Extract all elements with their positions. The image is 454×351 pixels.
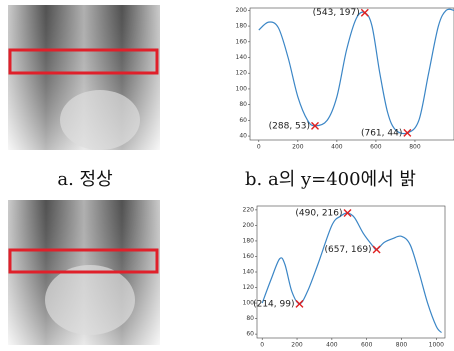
y-tick-label: 120: [243, 284, 255, 291]
annotation: (657, 169): [324, 245, 371, 255]
marker-cross: [404, 129, 411, 136]
xray-case: [8, 200, 160, 345]
annotation: (490, 216): [295, 208, 342, 218]
x-tick-label: 400: [331, 144, 343, 151]
x-tick-label: 0: [257, 144, 261, 151]
y-tick-label: 140: [243, 269, 255, 276]
line: [259, 9, 454, 133]
y-tick-label: 140: [236, 54, 248, 61]
page: {"captions": ["a. 정상", "b. a의 y=400에서 밝"…: [0, 0, 454, 351]
marker: [373, 246, 380, 253]
y-tick-label: 60: [239, 117, 247, 124]
marker: [404, 129, 411, 136]
x-tick-label: 800: [396, 342, 408, 349]
marker-cross: [296, 300, 303, 307]
y-tick-label: 120: [236, 70, 248, 77]
figure: a. 정상 b. a의 y=400에서 밝 40 60 80 100 120 140 160…: [0, 0, 454, 351]
annotation: (288, 53): [269, 121, 310, 131]
annotation: (761, 44): [361, 128, 402, 138]
y-tick-label: 200: [236, 7, 248, 14]
caption: a. 정상: [57, 169, 112, 190]
y-tick-label: 200: [243, 222, 255, 229]
x-tick-label: 800: [409, 144, 421, 151]
y-tick-label: 180: [243, 237, 255, 244]
x-tick-label: 600: [361, 342, 373, 349]
xray-normal: [8, 5, 160, 150]
y-tick-label: 60: [246, 331, 254, 338]
caption: b. a의 y=400에서 밝: [245, 169, 416, 190]
y-tick-label: 220: [243, 206, 255, 213]
x-tick-label: 400: [326, 342, 338, 349]
marker-cross: [373, 246, 380, 253]
plot-frame: [250, 8, 454, 140]
x-tick-label: 0: [260, 342, 264, 349]
y-tick-label: 160: [243, 253, 255, 260]
y-tick-label: 160: [236, 38, 248, 45]
x-tick-label: 1000: [429, 342, 444, 349]
marker: [296, 300, 303, 307]
x-tick-label: 200: [291, 342, 303, 349]
annotation: (214, 99): [253, 299, 294, 309]
y-tick-label: 180: [236, 23, 248, 30]
line: [262, 213, 441, 333]
y-tick-label: 80: [239, 101, 247, 108]
plot-frame: [257, 206, 445, 338]
annotation: (543, 197): [313, 8, 360, 18]
x-tick-label: 600: [370, 144, 382, 151]
y-tick-label: 40: [239, 133, 247, 140]
y-tick-label: 100: [236, 85, 248, 92]
x-tick-label: 200: [292, 144, 304, 151]
y-tick-label: 80: [246, 315, 254, 322]
